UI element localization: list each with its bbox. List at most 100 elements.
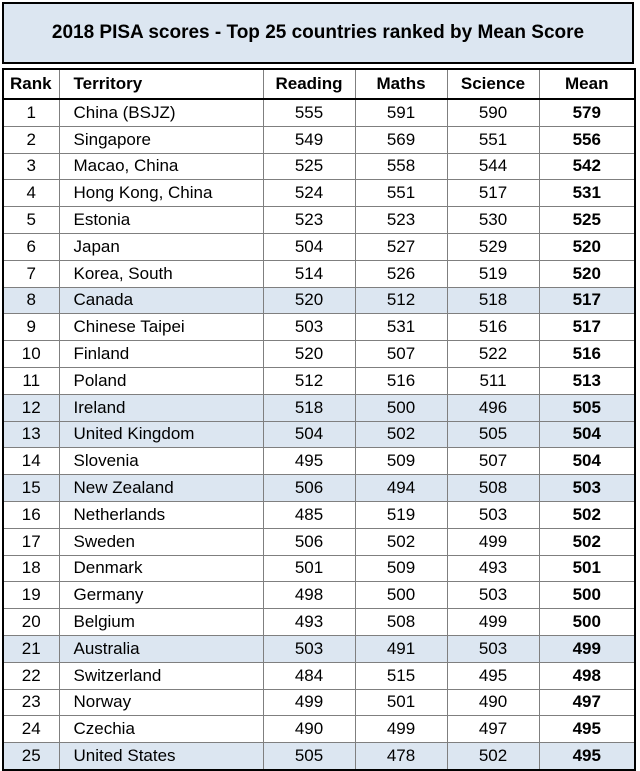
table-row: 23 Norway 499 501 490 497	[2, 688, 636, 717]
header-row: Rank Territory Reading Maths Science Mea…	[2, 68, 636, 100]
rank-cell: 15	[2, 474, 60, 502]
reading-cell: 520	[262, 286, 356, 315]
mean-cell: 579	[538, 98, 636, 127]
table-row: 13 United Kingdom 504 502 505 504	[2, 420, 636, 449]
science-cell: 490	[446, 688, 540, 717]
maths-cell: 507	[354, 340, 448, 368]
header-reading: Reading	[262, 68, 356, 100]
mean-cell: 500	[538, 608, 636, 636]
reading-cell: 504	[262, 420, 356, 449]
mean-cell: 542	[538, 152, 636, 181]
maths-cell: 591	[354, 98, 448, 127]
mean-cell: 556	[538, 125, 636, 154]
rank-cell: 20	[2, 608, 60, 636]
territory-cell: United Kingdom	[58, 420, 264, 449]
maths-cell: 509	[354, 554, 448, 583]
header-rank: Rank	[2, 68, 60, 100]
territory-cell: Macao, China	[58, 152, 264, 181]
mean-cell: 502	[538, 500, 636, 529]
science-cell: 497	[446, 715, 540, 744]
reading-cell: 520	[262, 340, 356, 368]
territory-cell: Hong Kong, China	[58, 179, 264, 208]
maths-cell: 516	[354, 366, 448, 395]
table-row: 18 Denmark 501 509 493 501	[2, 554, 636, 583]
rank-cell: 24	[2, 715, 60, 744]
table-row: 8 Canada 520 512 518 517	[2, 286, 636, 315]
mean-cell: 499	[538, 634, 636, 663]
mean-cell: 516	[538, 340, 636, 368]
reading-cell: 506	[262, 527, 356, 556]
mean-cell: 504	[538, 447, 636, 476]
rank-cell: 21	[2, 634, 60, 663]
science-cell: 493	[446, 554, 540, 583]
header-territory: Territory	[58, 68, 264, 100]
header-science: Science	[446, 68, 540, 100]
table-row: 5 Estonia 523 523 530 525	[2, 206, 636, 234]
reading-cell: 506	[262, 474, 356, 502]
mean-cell: 495	[538, 715, 636, 744]
mean-cell: 500	[538, 581, 636, 610]
maths-cell: 478	[354, 742, 448, 771]
maths-cell: 500	[354, 581, 448, 610]
reading-cell: 518	[262, 393, 356, 422]
table-row: 3 Macao, China 525 558 544 542	[2, 152, 636, 181]
science-cell: 530	[446, 206, 540, 234]
rank-cell: 23	[2, 688, 60, 717]
rank-cell: 7	[2, 259, 60, 288]
mean-cell: 513	[538, 366, 636, 395]
science-cell: 503	[446, 581, 540, 610]
reading-cell: 490	[262, 715, 356, 744]
table-row: 1 China (BSJZ) 555 591 590 579	[2, 98, 636, 127]
table-row: 25 United States 505 478 502 495	[2, 742, 636, 771]
territory-cell: China (BSJZ)	[58, 98, 264, 127]
territory-cell: Belgium	[58, 608, 264, 636]
maths-cell: 494	[354, 474, 448, 502]
science-cell: 544	[446, 152, 540, 181]
rank-cell: 14	[2, 447, 60, 476]
science-cell: 503	[446, 500, 540, 529]
science-cell: 496	[446, 393, 540, 422]
maths-cell: 527	[354, 232, 448, 261]
rank-cell: 11	[2, 366, 60, 395]
table-row: 19 Germany 498 500 503 500	[2, 581, 636, 610]
territory-cell: Slovenia	[58, 447, 264, 476]
table-row: 21 Australia 503 491 503 499	[2, 634, 636, 663]
mean-cell: 525	[538, 206, 636, 234]
rank-cell: 10	[2, 340, 60, 368]
mean-cell: 517	[538, 286, 636, 315]
reading-cell: 503	[262, 313, 356, 342]
reading-cell: 523	[262, 206, 356, 234]
science-cell: 590	[446, 98, 540, 127]
mean-cell: 531	[538, 179, 636, 208]
rank-cell: 4	[2, 179, 60, 208]
science-cell: 499	[446, 608, 540, 636]
territory-cell: United States	[58, 742, 264, 771]
maths-cell: 501	[354, 688, 448, 717]
territory-cell: Finland	[58, 340, 264, 368]
maths-cell: 531	[354, 313, 448, 342]
table-title: 2018 PISA scores - Top 25 countries rank…	[2, 2, 634, 64]
territory-cell: Chinese Taipei	[58, 313, 264, 342]
territory-cell: Denmark	[58, 554, 264, 583]
territory-cell: Ireland	[58, 393, 264, 422]
maths-cell: 519	[354, 500, 448, 529]
mean-cell: 498	[538, 661, 636, 690]
maths-cell: 569	[354, 125, 448, 154]
maths-cell: 526	[354, 259, 448, 288]
reading-cell: 549	[262, 125, 356, 154]
science-cell: 522	[446, 340, 540, 368]
maths-cell: 491	[354, 634, 448, 663]
table-row: 6 Japan 504 527 529 520	[2, 232, 636, 261]
table-row: 2 Singapore 549 569 551 556	[2, 125, 636, 154]
maths-cell: 508	[354, 608, 448, 636]
territory-cell: Germany	[58, 581, 264, 610]
table-row: 15 New Zealand 506 494 508 503	[2, 474, 636, 502]
maths-cell: 523	[354, 206, 448, 234]
rank-cell: 18	[2, 554, 60, 583]
table-row: 16 Netherlands 485 519 503 502	[2, 500, 636, 529]
rank-cell: 3	[2, 152, 60, 181]
table-row: 17 Sweden 506 502 499 502	[2, 527, 636, 556]
territory-cell: New Zealand	[58, 474, 264, 502]
maths-cell: 512	[354, 286, 448, 315]
